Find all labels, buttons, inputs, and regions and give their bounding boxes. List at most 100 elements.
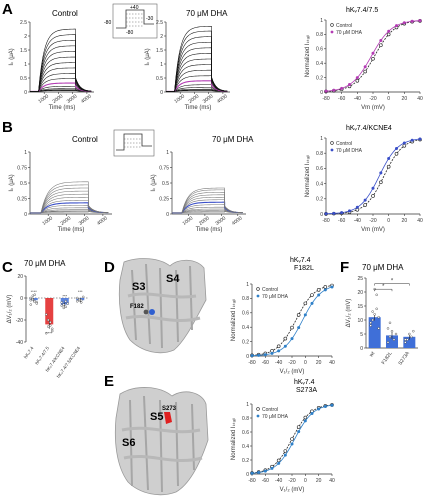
data-point xyxy=(406,338,409,341)
a-protocol-top: +40 xyxy=(130,5,139,11)
data-point xyxy=(51,327,54,330)
data-point xyxy=(412,330,415,333)
y-tick-label: 0.8 xyxy=(242,416,249,422)
y-tick-label: 2 xyxy=(160,34,163,40)
x-tick-label: 3000 xyxy=(214,215,227,226)
data-point xyxy=(363,65,367,69)
data-point xyxy=(386,341,390,344)
y-tick-label: 0.75 xyxy=(17,165,27,171)
panel-letter-a: A xyxy=(2,1,13,18)
legend-marker-control xyxy=(256,287,260,291)
data-point xyxy=(371,310,374,313)
data-point xyxy=(31,294,34,297)
data-point xyxy=(324,212,328,216)
data-point xyxy=(283,449,288,453)
data-point xyxy=(355,76,359,80)
structure-e-s5-label: S5 xyxy=(150,411,163,423)
data-point xyxy=(270,351,274,355)
y-tick-label: 0.8 xyxy=(242,296,249,302)
x-tick-label: 40 xyxy=(329,478,335,484)
data-point xyxy=(250,471,254,475)
significance-bracket xyxy=(374,288,393,292)
trace-panel-a-control: 1000 2000 3000 4000 0 0.5 1 1.5 2 2.5 Time (ms) Iₖ … xyxy=(9,20,94,111)
data-point xyxy=(257,471,261,475)
data-point xyxy=(316,288,321,292)
significance-bracket xyxy=(374,283,410,286)
x-tick-label: 1000 xyxy=(173,93,186,104)
x-tick-label: 40 xyxy=(417,218,423,224)
data-point xyxy=(290,442,294,446)
current-trace xyxy=(30,73,92,92)
b-dha-title: 70 μM DHA xyxy=(212,135,254,144)
data-point xyxy=(379,38,383,42)
data-point xyxy=(297,430,301,434)
x-axis-label: Time (ms) xyxy=(185,105,212,111)
data-point xyxy=(323,405,327,409)
y-tick-label: 2.5 xyxy=(156,20,163,26)
data-point xyxy=(76,300,79,303)
data-point xyxy=(310,293,314,297)
data-point xyxy=(60,304,63,307)
x-tick-label: 0 xyxy=(387,218,390,224)
data-point xyxy=(379,180,383,185)
x-axis-label: Time (ms) xyxy=(49,105,76,111)
x-tick-label: -20 xyxy=(288,360,295,366)
data-point xyxy=(388,335,392,338)
y-tick-label: 0.8 xyxy=(316,151,323,157)
gv-panel-a: -80 -60 -40 -20 0 20 40 0 0.2 0.4 0.6 0.8 1 Vm (mV) No… xyxy=(305,18,423,111)
data-point xyxy=(276,458,281,463)
legend-label-control: Control xyxy=(336,23,352,29)
x-tick-label: -40 xyxy=(354,218,361,224)
data-point xyxy=(317,407,321,411)
b-voltage-protocol xyxy=(113,129,155,157)
y-tick-label: 0.6 xyxy=(316,47,323,53)
legend-label-dha: 70 μM DHA xyxy=(262,294,289,300)
data-point xyxy=(64,305,67,308)
data-point xyxy=(323,285,328,289)
current-trace xyxy=(166,25,228,92)
d-gv-title-1: hKᵥ7.4 xyxy=(290,257,311,264)
data-point xyxy=(51,329,54,333)
data-point xyxy=(303,415,308,420)
mean-bar xyxy=(45,298,54,325)
data-point xyxy=(283,336,288,341)
structure-d-s3-label: S3 xyxy=(132,281,145,293)
bar xyxy=(386,335,398,348)
data-point xyxy=(402,21,406,25)
current-trace xyxy=(166,87,228,92)
significance-label: * xyxy=(391,279,394,285)
category-label: S273A xyxy=(397,350,411,366)
data-point xyxy=(303,419,307,423)
y-tick-label: 0.2 xyxy=(316,75,323,81)
data-point xyxy=(377,327,380,330)
x-tick-label: 20 xyxy=(316,360,322,366)
a-control-title: Control xyxy=(52,9,78,18)
structure-d-residue-label: F182 xyxy=(130,304,144,310)
category-label: hKᵥ7.4/7.5 xyxy=(34,345,50,365)
data-point xyxy=(371,194,375,198)
data-point xyxy=(394,152,399,156)
y-axis-label: Iₖ (μA) xyxy=(9,48,15,65)
data-point xyxy=(47,318,50,322)
x-tick-label: -60 xyxy=(262,478,269,484)
data-point xyxy=(29,296,32,300)
data-point xyxy=(340,211,344,215)
data-point xyxy=(388,321,392,324)
current-trace xyxy=(166,75,228,92)
structure-e-residue-label: S273 xyxy=(162,406,177,412)
data-point xyxy=(371,318,374,322)
data-point xyxy=(80,299,83,302)
y-tick-label: 0.4 xyxy=(316,181,323,187)
d-gv-title-2: F182L xyxy=(294,265,314,272)
y-tick-label: 1.5 xyxy=(156,48,163,54)
x-tick-label: -40 xyxy=(275,360,282,366)
x-tick-label: 0 xyxy=(304,360,307,366)
x-tick-label: 2000 xyxy=(188,93,201,104)
x-tick-label: 4000 xyxy=(80,93,93,104)
y-tick-label: 0 xyxy=(360,346,363,352)
data-point xyxy=(29,303,32,306)
data-point xyxy=(62,306,65,310)
x-axis-label: V₁/₂ (mV) xyxy=(280,487,305,493)
structure-d: S3 S4 F182 xyxy=(118,258,207,354)
data-point xyxy=(369,324,372,327)
